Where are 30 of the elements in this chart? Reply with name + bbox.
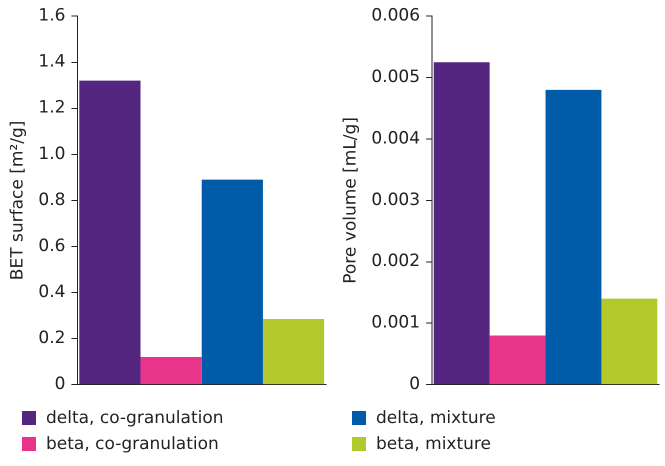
bar	[490, 335, 546, 384]
bar	[434, 62, 490, 384]
y-tick-label: 0.6	[38, 236, 66, 256]
y-tick-label: 0	[54, 374, 66, 394]
bar	[262, 318, 324, 384]
y-tick-label: 0.006	[371, 6, 420, 26]
y-axis-title: BET surface [m²/g]	[8, 120, 28, 280]
y-tick-label: 0.8	[38, 190, 66, 210]
y-tick-label: 0	[409, 374, 420, 394]
y-tick-label: 0.002	[371, 251, 420, 272]
y-tick-label: 0.005	[371, 67, 420, 88]
legend-label: delta, mixture	[376, 408, 496, 428]
bar	[79, 80, 141, 384]
bar	[140, 356, 202, 384]
y-axis-title: Pore volume [mL/g]	[340, 117, 361, 284]
y-tick-label: 1.2	[38, 98, 66, 118]
y-tick-label: 0.2	[38, 328, 66, 348]
legend-label: beta, mixture	[376, 434, 491, 454]
y-tick-label: 0.001	[371, 312, 420, 333]
y-tick-label: 1.0	[38, 144, 66, 164]
bar	[202, 180, 263, 384]
y-tick-label: 0.003	[371, 190, 420, 210]
y-tick-label: 0.4	[38, 282, 66, 302]
bar	[601, 298, 658, 384]
bar	[546, 90, 602, 384]
y-tick-label: 0.004	[371, 128, 420, 148]
legend-label: beta, co-granulation	[46, 434, 219, 454]
y-tick-label: 1.4	[38, 52, 66, 72]
y-tick-label: 1.6	[38, 6, 66, 26]
legend-label: delta, co-granulation	[46, 408, 224, 428]
